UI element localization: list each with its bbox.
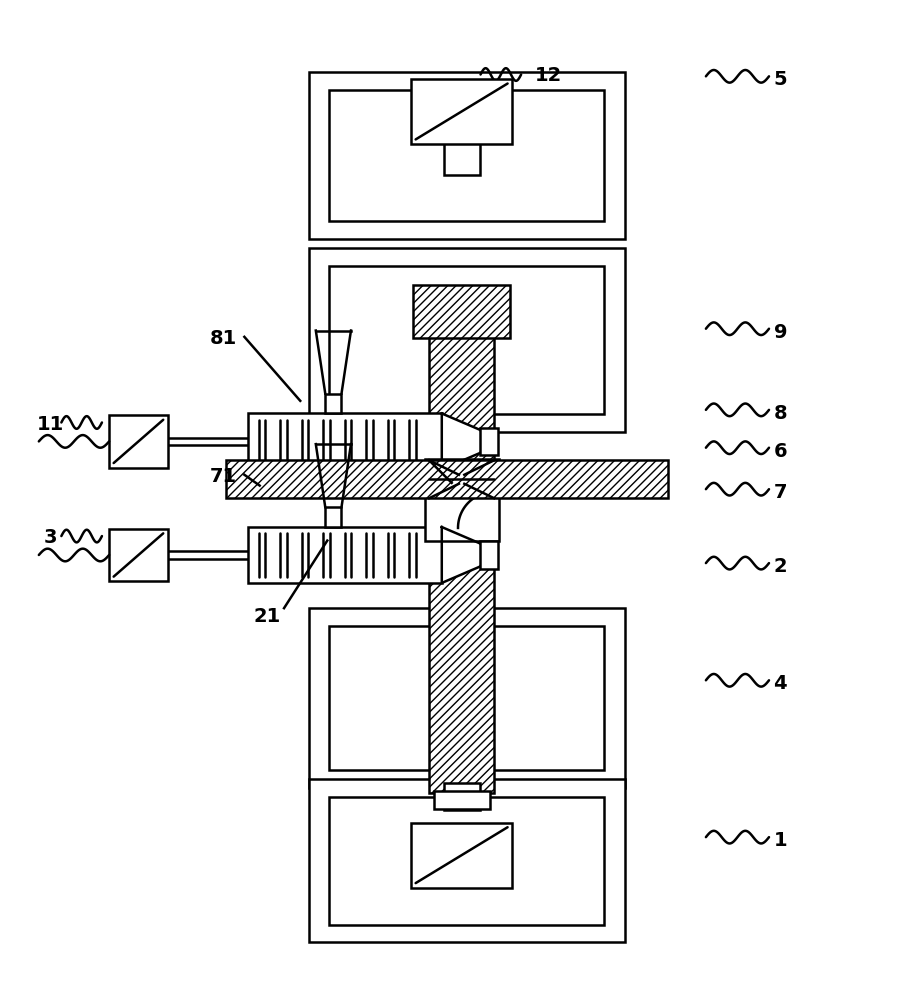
Text: 9: 9 [774, 323, 787, 342]
Bar [109, 415, 168, 468]
Bar [109, 529, 168, 581]
Bar [411, 79, 512, 144]
Bar [329, 626, 604, 770]
Text: 2: 2 [774, 557, 787, 576]
Text: 7: 7 [774, 483, 787, 502]
Bar [329, 797, 604, 925]
Bar [424, 459, 499, 541]
Text: 4: 4 [774, 674, 787, 693]
Bar [480, 428, 498, 455]
Text: 71: 71 [210, 467, 238, 486]
Text: 11: 11 [37, 415, 64, 434]
Bar [411, 823, 512, 888]
Text: 12: 12 [534, 66, 561, 85]
Polygon shape [442, 527, 493, 583]
Bar [326, 507, 342, 527]
Polygon shape [442, 413, 493, 469]
Bar [309, 608, 625, 788]
Text: 81: 81 [210, 329, 238, 348]
Text: 3: 3 [44, 528, 57, 547]
Bar [329, 90, 604, 221]
Bar [413, 285, 511, 338]
Bar [309, 248, 625, 432]
Text: 21: 21 [253, 607, 280, 626]
Text: 5: 5 [774, 70, 787, 89]
Bar [227, 460, 668, 498]
Bar [444, 141, 480, 175]
Bar [434, 791, 490, 809]
Bar [309, 779, 625, 942]
Bar [444, 783, 480, 810]
Bar [429, 536, 494, 793]
Bar [326, 394, 342, 413]
Bar [248, 413, 442, 469]
Bar [248, 527, 442, 583]
Text: 6: 6 [774, 442, 787, 461]
Text: 1: 1 [774, 831, 787, 850]
Bar [329, 266, 604, 414]
Bar [480, 541, 498, 569]
Text: 8: 8 [774, 404, 787, 423]
Bar [309, 72, 625, 239]
Bar [429, 333, 494, 554]
